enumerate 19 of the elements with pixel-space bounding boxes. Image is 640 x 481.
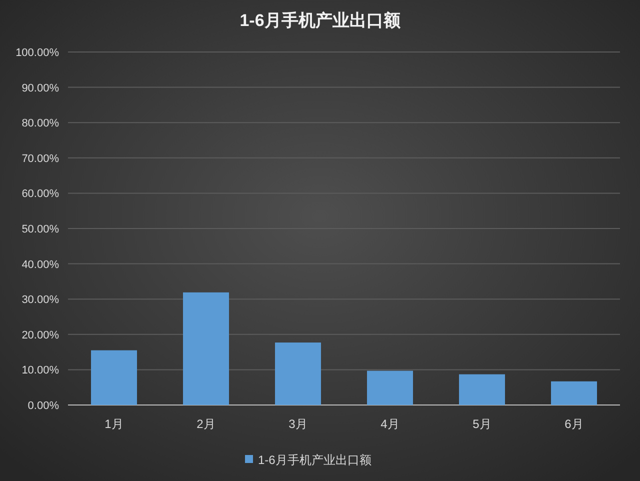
y-tick-label: 10.00% — [22, 364, 60, 377]
x-tick-label: 4月 — [380, 417, 400, 431]
y-tick-label: 80.00% — [22, 118, 60, 130]
x-tick-label: 2月 — [196, 417, 216, 431]
y-tick-label: 50.00% — [22, 224, 60, 236]
chart-title: 1-6月手机产业出口额 — [240, 11, 402, 30]
y-tick-label: 40.00% — [22, 258, 60, 271]
x-tick-label: 5月 — [472, 417, 492, 431]
x-tick-label: 3月 — [288, 417, 308, 431]
y-tick-label: 70.00% — [22, 152, 60, 165]
x-tick-label: 6月 — [564, 417, 584, 431]
y-tick-label: 100.00% — [16, 47, 60, 59]
y-tick-label: 60.00% — [22, 188, 60, 200]
y-tick-label: 0.00% — [28, 400, 60, 412]
x-tick-label: 1月 — [104, 417, 124, 431]
legend-label: 1-6月手机产业出口额 — [258, 453, 372, 467]
y-tick-label: 30.00% — [22, 294, 60, 306]
y-tick-label: 90.00% — [22, 82, 60, 94]
y-tick-label: 20.00% — [22, 329, 60, 342]
